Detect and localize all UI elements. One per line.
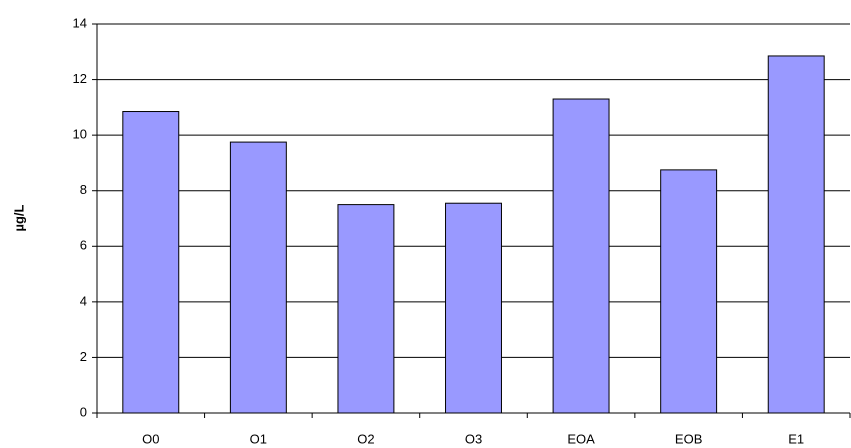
x-tick-label: O3: [465, 431, 482, 446]
y-tick-label: 14: [73, 15, 87, 30]
x-tick-label: EOA: [567, 431, 595, 446]
x-tick-label: O0: [142, 431, 159, 446]
bar: [660, 169, 718, 414]
y-tick-label: 8: [80, 182, 87, 197]
y-tick-label: 4: [80, 293, 87, 308]
y-tick-label: 12: [73, 71, 87, 86]
x-tick-label: O2: [357, 431, 374, 446]
y-tick-label: 0: [80, 404, 87, 419]
y-tick-label: 6: [80, 238, 87, 253]
x-tick-label: E1: [788, 431, 804, 446]
bar: [552, 98, 610, 414]
x-tick-label: EOB: [675, 431, 702, 446]
y-tick-label: 10: [73, 127, 87, 142]
y-tick-label: 2: [80, 349, 87, 364]
y-axis-label: µg/L: [11, 204, 26, 231]
bar: [445, 202, 502, 414]
bar: [767, 55, 825, 414]
bar: [229, 141, 287, 414]
x-tick-label: O1: [250, 431, 267, 446]
bar: [337, 204, 395, 414]
bar: [122, 111, 180, 414]
